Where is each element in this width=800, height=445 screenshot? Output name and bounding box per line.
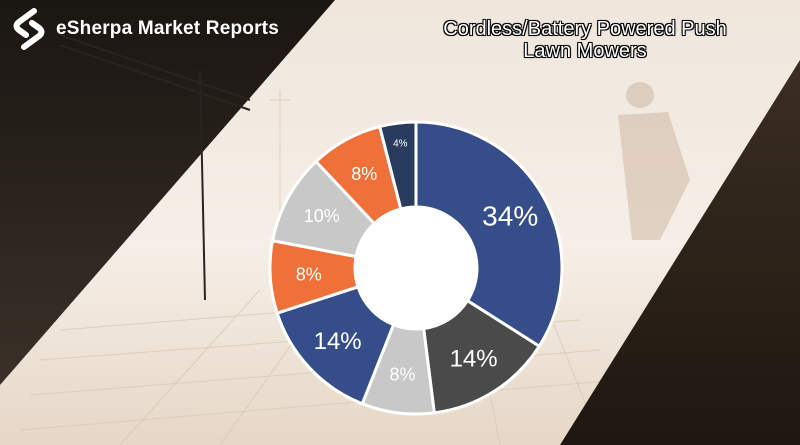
title-line-2: Lawn Mowers: [523, 40, 647, 62]
slice-label-4: 14%: [314, 328, 362, 355]
slice-label-3: 8%: [390, 365, 416, 385]
donut-slices: [268, 120, 564, 416]
slice-label-1: 34%: [482, 201, 538, 232]
dark-left-panel: [0, 0, 335, 385]
donut-labels: 34% 14% 8% 14% 8% 10% 8% 4%: [296, 138, 539, 384]
esherpa-logo-icon: [13, 8, 45, 50]
slice-label-2: 14%: [450, 345, 498, 372]
slice-label-6: 10%: [304, 206, 340, 226]
brand: eSherpa Market Reports: [10, 8, 279, 50]
slice-label-5: 8%: [296, 265, 322, 285]
page-title: Cordless/Battery Powered Push Lawn Mower…: [395, 18, 775, 62]
brand-name: eSherpa Market Reports: [56, 18, 279, 39]
slice-label-8: 4%: [393, 138, 408, 149]
worker-silhouette: [618, 82, 690, 240]
crane-silhouette: [59, 34, 251, 301]
slice-label-7: 8%: [351, 164, 377, 184]
donut-hole: [355, 207, 477, 329]
title-line-1: Cordless/Battery Powered Push: [443, 18, 727, 40]
dark-right-panel: [560, 60, 800, 445]
